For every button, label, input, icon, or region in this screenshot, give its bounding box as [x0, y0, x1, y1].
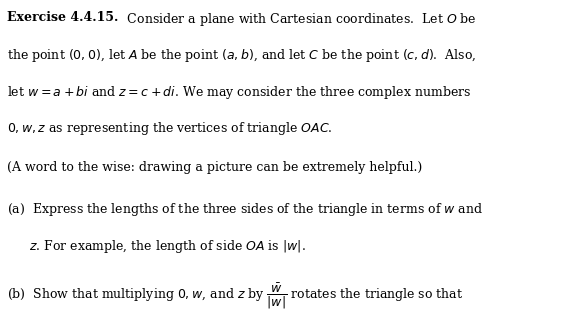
Text: (a)  Express the lengths of the three sides of the triangle in terms of $w$ and: (a) Express the lengths of the three sid…	[7, 201, 483, 218]
Text: Exercise 4.4.15.: Exercise 4.4.15.	[7, 11, 118, 24]
Text: (A word to the wise: drawing a picture can be extremely helpful.): (A word to the wise: drawing a picture c…	[7, 161, 422, 174]
Text: let $w = a+bi$ and $z = c+di$. We may consider the three complex numbers: let $w = a+bi$ and $z = c+di$. We may co…	[7, 84, 471, 101]
Text: $z$. For example, the length of side $OA$ is $|w|$.: $z$. For example, the length of side $OA…	[29, 238, 306, 255]
Text: the point $(0,0)$, let $A$ be the point $(a,b)$, and let $C$ be the point $(c,d): the point $(0,0)$, let $A$ be the point …	[7, 47, 476, 64]
Text: $0, w, z$ as representing the vertices of triangle $OAC$.: $0, w, z$ as representing the vertices o…	[7, 120, 332, 137]
Text: (b)  Show that multiplying $0, w$, and $z$ by $\dfrac{\bar{w}}{|w|}$ rotates the: (b) Show that multiplying $0, w$, and $z…	[7, 281, 463, 309]
Text: Consider a plane with Cartesian coordinates.  Let $O$ be: Consider a plane with Cartesian coordina…	[120, 11, 477, 28]
